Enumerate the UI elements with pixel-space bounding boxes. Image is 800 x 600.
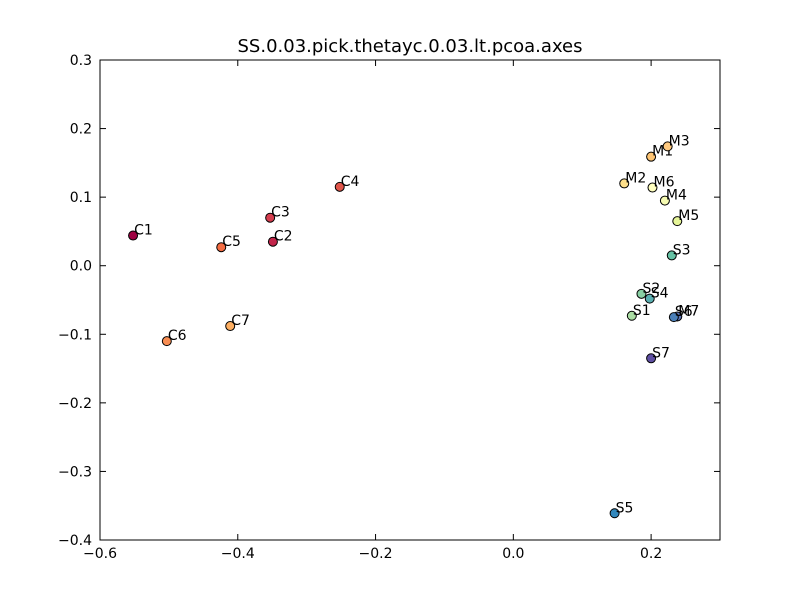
point-s3	[666, 250, 677, 261]
y-tick-label: 0.3	[70, 53, 92, 69]
y-tick-label: 0.2	[70, 122, 92, 138]
x-tick-label: −0.2	[359, 546, 393, 562]
point-s7	[646, 353, 657, 364]
point-label-m4: M4	[666, 188, 687, 204]
x-tick-label: −0.6	[83, 546, 117, 562]
point-label-c4: C4	[341, 174, 360, 190]
y-tick-label: −0.1	[58, 327, 92, 343]
plot-frame	[99, 59, 721, 541]
point-label-s1: S1	[633, 303, 651, 319]
y-tick-label: −0.2	[58, 396, 92, 412]
point-label-s4: S4	[651, 286, 669, 302]
data-points: C1 C2C3C4C5C6C7M1M2M3M4M5M6M7S1S2S3S4S5S6…	[128, 133, 699, 519]
point-label-s6: S6	[675, 304, 693, 320]
point-label-m5: M5	[678, 208, 699, 224]
point-c3	[265, 212, 276, 223]
y-tick-label: 0.1	[70, 190, 92, 206]
x-tick-label: 0.2	[640, 546, 662, 562]
point-label-s5: S5	[616, 500, 634, 516]
point-m2	[619, 178, 630, 189]
y-tick-label: −0.3	[58, 464, 92, 480]
point-label-c2: C2	[274, 229, 293, 245]
point-label-c1: C1	[134, 223, 153, 239]
point-s1	[626, 310, 637, 321]
point-s2	[636, 288, 647, 299]
point-m3	[662, 141, 673, 152]
point-c7	[225, 321, 236, 332]
x-tick-label: −0.4	[221, 546, 255, 562]
point-m6	[647, 182, 658, 193]
point-label-m2: M2	[625, 170, 646, 186]
point-m4	[659, 195, 670, 206]
point-c5	[216, 242, 227, 253]
point-c4	[334, 181, 345, 192]
point-label-m7: M7	[678, 303, 699, 319]
point-label-c6: C6	[168, 328, 187, 344]
point-label-s3: S3	[673, 242, 691, 258]
point-c2	[267, 236, 278, 247]
point-label-m3: M3	[669, 133, 690, 149]
point-s6	[668, 312, 679, 323]
point-c1	[128, 230, 139, 241]
point-label-c5: C5	[222, 234, 241, 250]
chart-title: SS.0.03.pick.thetayc.0.03.lt.pcoa.axes	[238, 36, 583, 57]
point-c6	[161, 336, 172, 347]
point-s5	[609, 508, 620, 519]
point-label-c3: C3	[271, 205, 290, 221]
point-m1	[646, 151, 657, 162]
y-tick-label: 0.0	[70, 259, 92, 275]
point-label-m6: M6	[653, 175, 674, 191]
point-s4	[644, 293, 655, 304]
point-label-c7: C7	[231, 313, 250, 329]
point-m5	[672, 216, 683, 227]
axis-ticks: −0.6 −0.4 −0.2 0.0 0.2−0.4−0.3−0.2−0.10.00.1…	[58, 53, 720, 562]
y-tick-label: −0.4	[58, 533, 92, 549]
point-label-s2: S2	[642, 281, 660, 297]
x-tick-label: 0.0	[502, 546, 524, 562]
point-label-s7: S7	[652, 345, 670, 361]
